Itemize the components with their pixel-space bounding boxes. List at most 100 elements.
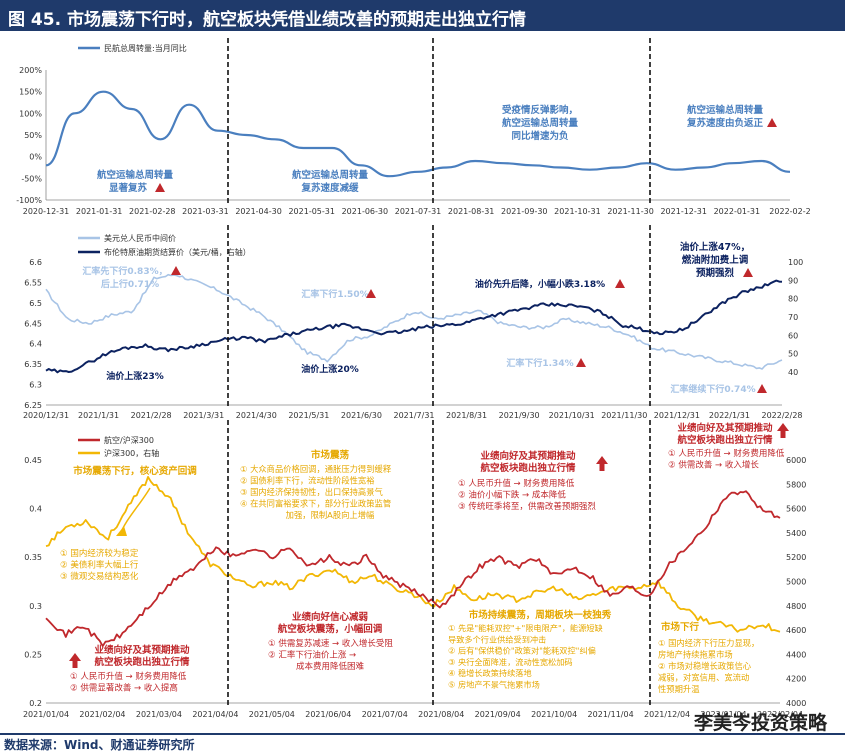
figure-title: 图 45. 市场震荡下行时，航空板块凭借业绩改善的预期走出独立行情 [8, 10, 526, 30]
p2-annotation-text: 油价上涨23% [106, 370, 164, 382]
p3-annotation-text: 业绩向好及其预期推动 [480, 450, 576, 462]
p3-annotation-text: 市场持续震荡，周期板块一枝独秀 [469, 609, 612, 621]
p2-annotation-text: 油价上涨20% [301, 363, 359, 375]
p2-annotation-text: 汇率先下行0.83%， [82, 265, 167, 277]
p1-up-triangle-icon [155, 183, 165, 192]
p3-annotation-text: 航空板块跑出独立行情 [94, 656, 190, 668]
p1-y-tick-label: -100% [16, 196, 42, 205]
p3-up-arrow-icon [596, 456, 608, 471]
p3-annotation-text: ① 供需复苏减速 → 收入增长受阻 [268, 638, 393, 649]
p3-x-tick-label: 2021/02/04 [79, 710, 125, 719]
p2-annotation-text: 燃油附加费上调 [682, 254, 749, 266]
p3-y-left-tick-label: 0.2 [29, 699, 42, 708]
p3-y-left-tick-label: 0.25 [24, 650, 42, 659]
p3-y-left-tick-label: 0.3 [29, 602, 42, 611]
p2-y-right-tick-label: 60 [788, 331, 798, 340]
p2-x-tick-label: 2021/5/31 [288, 411, 329, 420]
p3-y-left-tick-label: 0.35 [24, 553, 42, 562]
p3-annotation-text: ③ 传统旺季将至，供需改善预期强烈 [458, 501, 596, 512]
p1-x-tick-label: 2021-01-31 [76, 207, 123, 216]
p3-annotation-text: ① 人民币升值 → 财务费用降低 [458, 478, 575, 489]
p2-up-triangle-icon [366, 289, 376, 298]
p1-legend-label: 民航总周转量:当月同比 [104, 43, 187, 53]
p2-up-triangle-icon [615, 279, 625, 288]
p3-y-right-tick-label: 5600 [786, 505, 806, 514]
p3-annotation-text: 加强，限制A股向上增幅 [286, 510, 375, 520]
p3-annotation-text: 减弱，对宽信用、宽流动 [658, 673, 749, 683]
p3-annotation-text: 业绩向好及其预期推动 [94, 644, 190, 656]
p3-annotation-text: ② 供需改善 → 收入增长 [668, 460, 759, 471]
p2-y-left-tick-label: 6.25 [24, 401, 42, 410]
p3-y-right-tick-label: 4200 [786, 675, 806, 684]
p2-annotation-text: 汇率下行1.34% [506, 357, 573, 369]
p1-x-tick-label: 2021-10-31 [554, 207, 601, 216]
p2-x-tick-label: 2021/10/31 [549, 411, 595, 420]
p3-x-tick-label: 2021/09/04 [475, 710, 521, 719]
p3-y-right-tick-label: 4600 [786, 626, 806, 635]
p3-annotation-text: 性预期升温 [658, 684, 700, 694]
p1-x-tick-label: 2021-12-31 [660, 207, 707, 216]
p1-y-tick-label: 0% [29, 153, 42, 162]
p1-y-tick-label: 200% [19, 66, 42, 75]
p3-y-right-tick-label: 5400 [786, 529, 806, 538]
p2-x-tick-label: 2021/9/30 [499, 411, 540, 420]
p1-x-tick-label: 2020-12-31 [23, 207, 70, 216]
p1-annotation-text: 受疫情反弹影响， [502, 104, 578, 116]
p3-annotation-text: ① 国内经济较为稳定 [60, 548, 139, 559]
p2-x-tick-label: 2020/12/31 [23, 411, 69, 420]
p3-up-arrow-icon [777, 423, 789, 438]
p2-legend-label-fx: 美元兑人民币中间价 [104, 233, 176, 243]
p3-y-left-tick-label: 0.45 [24, 456, 42, 465]
p3-y-right-tick-label: 5800 [786, 480, 806, 489]
p3-annotation-text: 房地产持续拖累市场 [658, 650, 733, 660]
p3-annotation-text: ① 先是"能耗双控"+"限电限产"，能源短缺 [448, 623, 603, 633]
p2-annotation-text: 后上行0.71% [101, 278, 159, 290]
p1-x-tick-label: 2021-11-30 [607, 207, 654, 216]
p3-x-tick-label: 2021/04/04 [192, 710, 238, 719]
p3-y-right-tick-label: 5200 [786, 553, 806, 562]
p2-x-tick-label: 2021/3/31 [183, 411, 224, 420]
p2-down-triangle-icon [757, 384, 767, 393]
p2-y-left-tick-label: 6.5 [29, 299, 42, 308]
p1-y-tick-label: 50% [24, 131, 42, 140]
p3-x-tick-label: 2022/01/04 [700, 710, 746, 719]
source-divider [0, 733, 845, 735]
p2-x-tick-label: 2021/1/31 [78, 411, 119, 420]
p2-y-left-tick-label: 6.55 [24, 278, 42, 287]
p2-y-left-tick-label: 6.6 [29, 258, 42, 267]
p3-x-tick-label: 2021/07/04 [362, 710, 408, 719]
p2-y-right-tick-label: 80 [788, 295, 798, 304]
p3-annotation-text: 导致多个行业供给受到冲击 [448, 634, 546, 644]
p3-annotation-text: ② 后有"保供稳价"政策对"能耗双控"纠偏 [448, 646, 596, 656]
p3-annotation-text: ② 油价小幅下跌 → 成本降低 [458, 490, 566, 501]
p1-x-tick-label: 2021-09-30 [501, 207, 548, 216]
p2-x-tick-label: 2021/4/30 [236, 411, 277, 420]
p1-up-triangle-icon [767, 118, 777, 127]
p3-annotation-text: ④ 在共同富裕要求下，部分行业政策监管 [240, 499, 391, 509]
p1-annotation-text: 航空运输总周转量 [292, 169, 369, 181]
p3-x-tick-label: 2021/05/04 [249, 710, 295, 719]
p3-annotation-text: ④ 稳增长政策持续落地 [448, 668, 532, 678]
p3-annotation-text: 成本费用降低困难 [296, 661, 365, 672]
p2-y-left-tick-label: 6.4 [29, 340, 42, 349]
p2-x-tick-label: 2021/12/31 [654, 411, 700, 420]
figure-title-bar: 图 45. 市场震荡下行时，航空板块凭借业绩改善的预期走出独立行情 [0, 0, 845, 31]
p1-annotation-text: 复苏速度减缓 [300, 182, 359, 194]
p2-x-tick-label: 2022/2/28 [761, 411, 802, 420]
p1-annotation-text: 同比增速为负 [511, 130, 569, 142]
p2-y-right-tick-label: 40 [788, 368, 798, 377]
p2-y-left-tick-label: 6.3 [29, 381, 42, 390]
p2-oil-series-line [45, 279, 783, 374]
p2-x-tick-label: 2021/7/31 [393, 411, 434, 420]
p3-annotation-text: 市场下行 [661, 621, 700, 633]
p3-legend-label-index: 沪深300，右轴 [104, 448, 159, 458]
p3-annotation-text: ③ 央行全面降准，流动性宽松加码 [448, 657, 573, 667]
p3-annotation-text: ⑤ 房地产不景气拖累市场 [448, 680, 540, 690]
p1-y-tick-label: 100% [19, 109, 42, 118]
p2-x-tick-label: 2021/11/30 [601, 411, 647, 420]
p3-index-series-line [45, 476, 781, 633]
p3-x-tick-label: 2021/01/04 [23, 710, 69, 719]
p3-y-left-tick-label: 0.4 [29, 505, 42, 514]
p2-annotation-text: 汇率继续下行0.74% [670, 383, 755, 395]
